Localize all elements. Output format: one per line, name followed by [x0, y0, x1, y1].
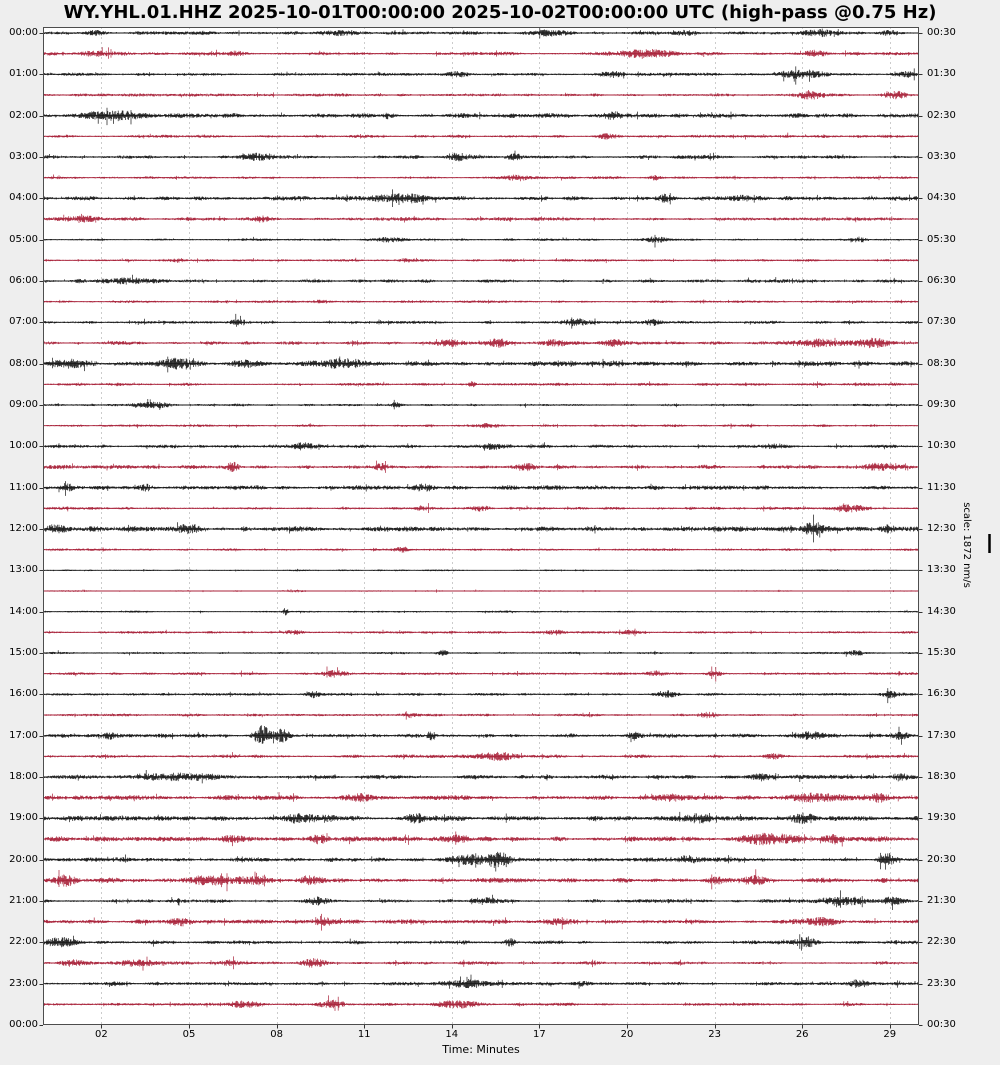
time-label-left: 16:00 — [9, 688, 38, 700]
time-label-right: 23:30 — [927, 977, 956, 989]
x-tick-label: 29 — [883, 1029, 897, 1040]
time-label-left: 04:00 — [9, 192, 38, 204]
time-label-left: 07:00 — [9, 316, 38, 328]
time-label-right: 03:30 — [927, 151, 956, 162]
time-label-right: 16:30 — [927, 688, 956, 700]
time-label-right: 01:30 — [927, 68, 956, 80]
time-label-right: 08:30 — [927, 357, 956, 369]
time-label-left: 17:00 — [9, 729, 38, 741]
time-label-right: 00:30 — [927, 1019, 956, 1030]
time-label-left: 00:00 — [9, 27, 38, 38]
time-label-right: 10:30 — [927, 440, 956, 452]
time-label-left: 19:00 — [9, 812, 38, 824]
time-label-right: 18:30 — [927, 771, 956, 782]
time-label-right: 06:30 — [927, 275, 956, 286]
time-label-right: 17:30 — [927, 729, 956, 741]
scale-label: scale: 1872 nm/s — [961, 502, 972, 588]
time-label-left: 20:00 — [9, 853, 38, 865]
time-label-left: 21:00 — [9, 895, 38, 906]
time-label-right: 12:30 — [927, 523, 956, 534]
time-label-left: 13:00 — [9, 564, 38, 576]
time-label-right: 13:30 — [927, 564, 956, 576]
time-label-right: 20:30 — [927, 853, 956, 865]
x-tick-label: 08 — [270, 1029, 283, 1040]
time-label-right: 21:30 — [927, 895, 956, 906]
x-axis-label: Time: Minutes — [442, 1043, 520, 1056]
x-tick-label: 17 — [533, 1029, 546, 1040]
time-label-right: 09:30 — [927, 399, 956, 410]
x-tick-label: 05 — [182, 1029, 196, 1040]
time-label-left: 03:00 — [9, 151, 38, 162]
time-label-left: 15:00 — [9, 647, 38, 658]
time-label-right: 11:30 — [927, 481, 956, 493]
time-label-left: 10:00 — [9, 440, 38, 452]
time-label-left: 09:00 — [9, 399, 38, 410]
time-label-right: 19:30 — [927, 812, 956, 824]
time-label-left: 23:00 — [9, 977, 38, 989]
time-label-right: 05:30 — [927, 233, 956, 245]
time-label-left: 12:00 — [9, 523, 38, 534]
time-label-right: 14:30 — [927, 605, 956, 617]
time-label-right: 15:30 — [927, 647, 956, 658]
x-tick-label: 14 — [445, 1029, 459, 1040]
time-label-left: 02:00 — [9, 109, 38, 121]
x-tick-label: 26 — [795, 1029, 809, 1040]
time-label-right: 04:30 — [927, 192, 956, 204]
x-tick-label: 23 — [708, 1029, 721, 1040]
time-label-right: 07:30 — [927, 316, 956, 328]
plot-title: WY.YHL.01.HHZ 2025-10-01T00:00:00 2025-1… — [63, 2, 937, 23]
time-label-right: 00:30 — [927, 27, 956, 38]
time-label-left: 22:00 — [9, 936, 38, 948]
time-label-right: 22:30 — [927, 936, 956, 948]
time-label-left: 11:00 — [9, 481, 38, 493]
time-label-left: 00:00 — [9, 1019, 38, 1030]
x-tick-label: 11 — [357, 1029, 371, 1040]
time-label-left: 08:00 — [9, 357, 38, 369]
time-label-left: 06:00 — [9, 275, 38, 286]
time-label-left: 18:00 — [9, 771, 38, 782]
time-label-left: 01:00 — [9, 68, 38, 80]
x-tick-label: 20 — [620, 1029, 634, 1040]
x-tick-label: 02 — [95, 1029, 108, 1040]
time-label-right: 02:30 — [927, 109, 956, 121]
time-label-left: 05:00 — [9, 233, 38, 245]
time-label-left: 14:00 — [9, 605, 38, 617]
